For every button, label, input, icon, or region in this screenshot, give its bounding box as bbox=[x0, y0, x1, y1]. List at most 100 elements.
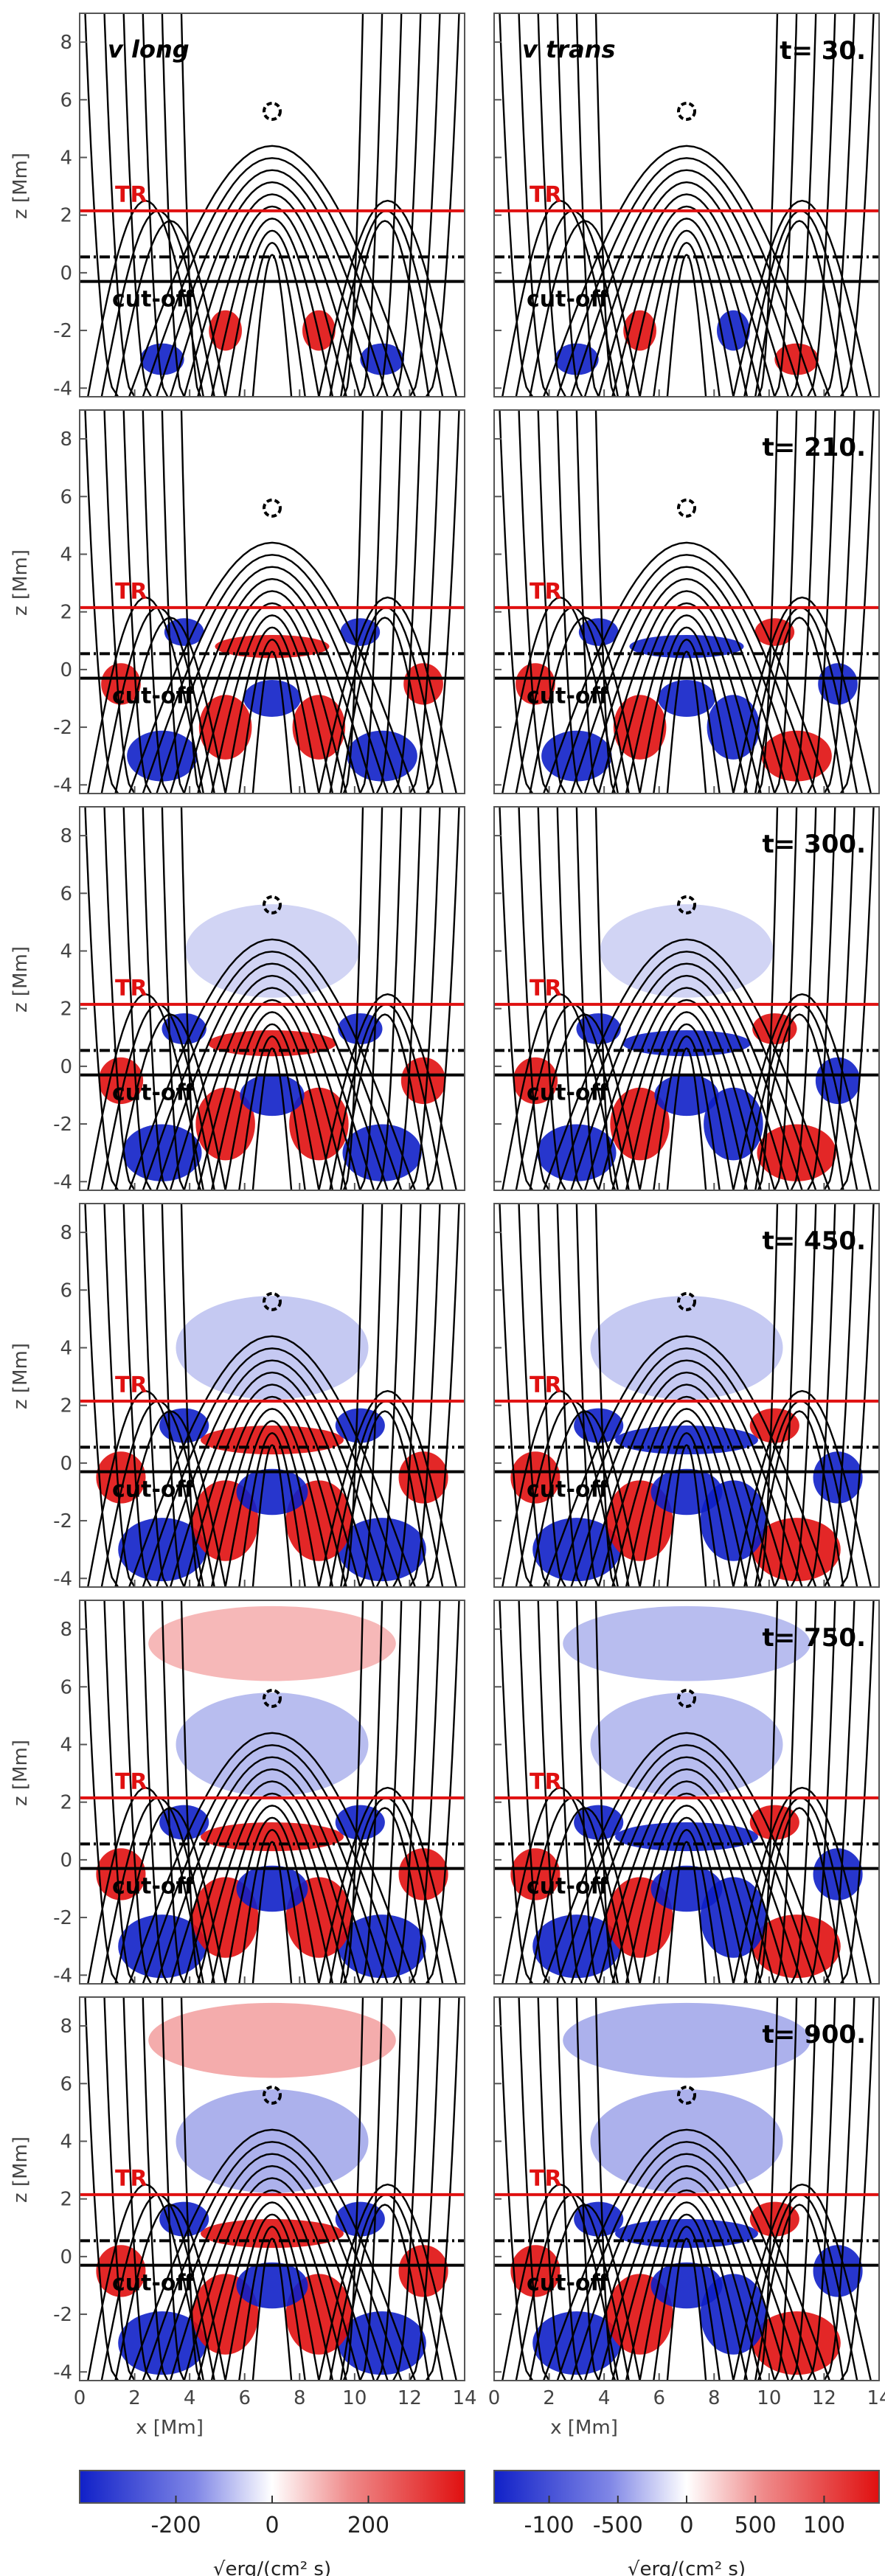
wave-blob bbox=[650, 1865, 723, 1912]
y-tick-label: 2 bbox=[60, 999, 72, 1021]
y-tick-label: 8 bbox=[60, 428, 72, 451]
wave-field bbox=[98, 904, 446, 1181]
tr-label: TR bbox=[115, 976, 148, 1001]
y-axis-label: z [Mm] bbox=[10, 2136, 32, 2203]
panel-vtrans-3: TR cut-off t= 450. bbox=[493, 1203, 880, 1588]
field-line bbox=[359, 410, 384, 794]
wave-blob bbox=[201, 1426, 344, 1455]
field-line bbox=[142, 951, 403, 1190]
y-tick-label: 4 bbox=[60, 544, 72, 566]
field-line bbox=[375, 410, 403, 794]
field-line bbox=[499, 1600, 534, 1984]
field-line bbox=[807, 1600, 836, 1984]
field-line bbox=[161, 1600, 185, 1984]
wave-blob bbox=[335, 2201, 385, 2237]
field-line bbox=[757, 410, 779, 794]
field-line bbox=[583, 1371, 790, 1587]
field-line bbox=[251, 1841, 293, 1984]
field-line bbox=[342, 807, 364, 1190]
y-axis bbox=[494, 835, 502, 1183]
y-axis bbox=[494, 2025, 502, 2373]
field-line bbox=[807, 13, 836, 397]
field-line bbox=[342, 410, 364, 794]
field-line bbox=[537, 807, 566, 1190]
field-line bbox=[251, 254, 293, 397]
y-tick-label: -2 bbox=[53, 2304, 72, 2326]
source-marker bbox=[263, 498, 282, 518]
tr-label: TR bbox=[115, 1372, 148, 1398]
field-line bbox=[583, 2164, 790, 2381]
x-tick-label: 10 bbox=[757, 2387, 781, 2409]
field-line bbox=[156, 962, 389, 1190]
field-line bbox=[409, 807, 441, 1190]
field-line bbox=[359, 13, 384, 397]
panel-frame bbox=[79, 1996, 465, 2381]
tr-label: TR bbox=[530, 182, 562, 208]
y-tick-label: 8 bbox=[60, 32, 72, 54]
field-line bbox=[251, 650, 293, 794]
field-line bbox=[114, 2204, 226, 2381]
field-line bbox=[499, 807, 534, 1190]
wave-blob bbox=[101, 663, 141, 705]
field-line bbox=[128, 541, 417, 794]
field-line bbox=[790, 1600, 817, 1984]
field-line bbox=[103, 1997, 136, 2381]
colorbar-unit-label: √erg/(cm² s) bbox=[213, 2558, 331, 2576]
wave-blob bbox=[541, 730, 612, 782]
x-tick-label: 0 bbox=[74, 2387, 86, 2409]
y-axis: -4 -2 0 2 4 6 8 z [Mm] bbox=[10, 825, 87, 1193]
field-line bbox=[224, 2213, 320, 2381]
field-line bbox=[556, 410, 583, 794]
field-line bbox=[839, 13, 875, 397]
field-line bbox=[556, 1204, 583, 1587]
x-tick-label: 4 bbox=[184, 2387, 196, 2409]
wave-blob bbox=[243, 679, 301, 717]
tr-label: TR bbox=[530, 2166, 562, 2192]
field-line bbox=[597, 193, 776, 397]
panel-frame bbox=[493, 1600, 880, 1985]
field-line bbox=[210, 218, 334, 397]
field-line bbox=[611, 999, 762, 1190]
y-axis-label: z [Mm] bbox=[10, 153, 32, 219]
field-line bbox=[375, 1204, 403, 1587]
panel-frame bbox=[493, 1996, 880, 2381]
field-line bbox=[169, 1371, 375, 1587]
field-line bbox=[556, 554, 817, 794]
wave-blob bbox=[96, 2245, 146, 2297]
panel-background bbox=[80, 807, 465, 1190]
field-line bbox=[128, 145, 417, 397]
x-tick-label: 4 bbox=[598, 2387, 611, 2409]
cutoff-label: cut-off bbox=[527, 1080, 609, 1106]
field-line bbox=[597, 1780, 776, 1984]
field-line bbox=[409, 1997, 441, 2381]
field-line bbox=[570, 962, 803, 1190]
panel-vlong-2: TR cut-off bbox=[79, 806, 465, 1191]
field-line bbox=[639, 2213, 735, 2381]
field-line bbox=[161, 1997, 185, 2381]
field-line bbox=[156, 1756, 389, 1984]
field-line bbox=[251, 1444, 293, 1587]
wave-blob bbox=[516, 663, 555, 705]
panel-vlong-4: TR cut-off bbox=[79, 1600, 465, 1985]
y-tick-label: 6 bbox=[60, 486, 72, 508]
field-line bbox=[340, 1013, 430, 1190]
field-line bbox=[790, 410, 817, 794]
field-line bbox=[754, 1410, 844, 1587]
field-line bbox=[757, 1204, 779, 1587]
field-line bbox=[122, 1997, 152, 2381]
field-line bbox=[409, 1204, 441, 1587]
field-line bbox=[556, 807, 583, 1190]
field-line bbox=[197, 1395, 347, 1587]
wave-blob bbox=[98, 1057, 144, 1105]
field-line bbox=[542, 938, 831, 1190]
wave-blob bbox=[347, 730, 417, 782]
field-line bbox=[318, 1786, 457, 1984]
x-tick-label: 2 bbox=[543, 2387, 555, 2409]
cutoff-label: cut-off bbox=[112, 684, 195, 709]
field-line bbox=[529, 220, 641, 397]
field-line bbox=[103, 410, 136, 794]
colorbar-tick-label: 500 bbox=[735, 2513, 777, 2538]
field-lines bbox=[499, 1997, 875, 2381]
field-lines bbox=[84, 807, 460, 1190]
field-line bbox=[611, 1792, 762, 1984]
